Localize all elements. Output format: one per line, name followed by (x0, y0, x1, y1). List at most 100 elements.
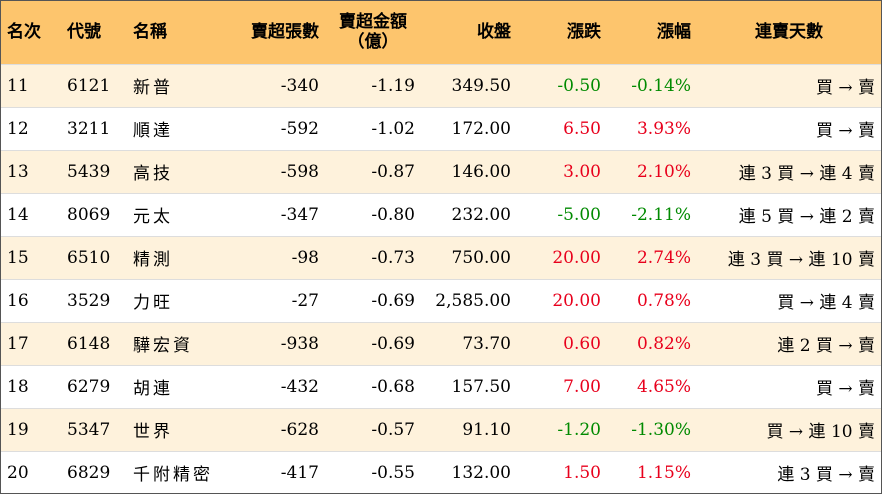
cell-name: 力旺 (127, 278, 217, 322)
cell-name: 千附精密 (127, 450, 217, 493)
cell-name: 元太 (127, 192, 217, 236)
cell-streak: 買 → 賣 (697, 364, 881, 408)
cell-close: 750.00 (421, 235, 517, 279)
cell-name: 驊宏資 (127, 321, 217, 365)
table-row: 17 6148 驊宏資 -938 -0.69 73.70 0.60 0.82% 連 2 買 → … (1, 321, 881, 365)
cell-sell-amount: -0.73 (325, 235, 421, 279)
cell-sell-lots: -417 (217, 450, 325, 493)
header-sell-amount-label: 賣超金額 (339, 12, 407, 33)
cell-close: 91.10 (421, 407, 517, 451)
header-change-pct: 漲幅 (657, 22, 691, 43)
cell-sell-lots: -98 (217, 235, 325, 279)
cell-rank: 12 (1, 106, 61, 150)
cell-close: 2,585.00 (421, 278, 517, 322)
cell-code: 6829 (61, 450, 127, 493)
header-streak: 連賣天數 (755, 22, 823, 43)
cell-change-pct: 4.65% (607, 364, 697, 408)
cell-change: -5.00 (517, 192, 607, 236)
table-row: 12 3211 順達 -592 -1.02 172.00 6.50 3.93% 買 → 賣 (1, 106, 881, 150)
cell-change-pct: 2.74% (607, 235, 697, 279)
cell-name: 高技 (127, 149, 217, 193)
cell-change: 1.50 (517, 450, 607, 493)
cell-close: 157.50 (421, 364, 517, 408)
cell-rank: 14 (1, 192, 61, 236)
header-rank: 名次 (7, 22, 41, 43)
cell-code: 3211 (61, 106, 127, 150)
cell-close: 73.70 (421, 321, 517, 365)
cell-change-pct: 1.15% (607, 450, 697, 493)
cell-sell-amount: -0.69 (325, 321, 421, 365)
cell-change-pct: 0.82% (607, 321, 697, 365)
cell-sell-lots: -27 (217, 278, 325, 322)
header-change: 漲跌 (567, 22, 601, 43)
header-sell-amount: 賣超金額 （億） (325, 1, 421, 64)
table-row: 14 8069 元太 -347 -0.80 232.00 -5.00 -2.11% 連 5 買 … (1, 192, 881, 236)
cell-change: 7.00 (517, 364, 607, 408)
cell-streak: 買 → 連 4 賣 (697, 278, 881, 322)
cell-sell-lots: -347 (217, 192, 325, 236)
cell-code: 6279 (61, 364, 127, 408)
cell-sell-lots: -340 (217, 63, 325, 107)
cell-name: 精測 (127, 235, 217, 279)
cell-rank: 17 (1, 321, 61, 365)
cell-change-pct: -1.30% (607, 407, 697, 451)
table-row: 18 6279 胡連 -432 -0.68 157.50 7.00 4.65% 買 → 賣 (1, 364, 881, 408)
cell-close: 172.00 (421, 106, 517, 150)
cell-streak: 連 5 買 → 連 2 賣 (697, 192, 881, 236)
cell-change: 3.00 (517, 149, 607, 193)
cell-streak: 連 3 買 → 連 4 賣 (697, 149, 881, 193)
cell-code: 6121 (61, 63, 127, 107)
cell-change: -1.20 (517, 407, 607, 451)
cell-close: 232.00 (421, 192, 517, 236)
cell-sell-amount: -0.69 (325, 278, 421, 322)
table-header-row: 名次 代號 名稱 賣超張數 賣超金額 （億） 收盤 漲跌 漲幅 連賣天數 (1, 1, 881, 64)
cell-rank: 16 (1, 278, 61, 322)
table-row: 20 6829 千附精密 -417 -0.55 132.00 1.50 1.15% 連 3 買 … (1, 450, 881, 493)
header-sell-amount-unit: （億） (347, 32, 399, 53)
cell-streak: 買 → 連 10 賣 (697, 407, 881, 451)
cell-change: -0.50 (517, 63, 607, 107)
cell-rank: 19 (1, 407, 61, 451)
cell-streak: 連 3 買 → 連 10 賣 (697, 235, 881, 279)
cell-rank: 18 (1, 364, 61, 408)
cell-streak: 連 2 買 → 賣 (697, 321, 881, 365)
cell-rank: 15 (1, 235, 61, 279)
cell-rank: 13 (1, 149, 61, 193)
cell-streak: 買 → 賣 (697, 106, 881, 150)
cell-sell-lots: -628 (217, 407, 325, 451)
cell-code: 8069 (61, 192, 127, 236)
cell-close: 349.50 (421, 63, 517, 107)
cell-sell-lots: -938 (217, 321, 325, 365)
header-sell-lots: 賣超張數 (251, 22, 319, 43)
cell-sell-amount: -1.19 (325, 63, 421, 107)
cell-sell-lots: -432 (217, 364, 325, 408)
table-row: 13 5439 高技 -598 -0.87 146.00 3.00 2.10% 連 3 買 → … (1, 149, 881, 193)
cell-change: 20.00 (517, 278, 607, 322)
header-close: 收盤 (477, 22, 511, 43)
cell-code: 6510 (61, 235, 127, 279)
cell-change: 6.50 (517, 106, 607, 150)
cell-change: 20.00 (517, 235, 607, 279)
cell-streak: 買 → 賣 (697, 63, 881, 107)
header-name: 名稱 (133, 22, 167, 43)
cell-sell-amount: -0.80 (325, 192, 421, 236)
table-row: 11 6121 新普 -340 -1.19 349.50 -0.50 -0.14% 買 → 賣 (1, 63, 881, 107)
table-row: 15 6510 精測 -98 -0.73 750.00 20.00 2.74% 連 3 買 → … (1, 235, 881, 279)
cell-sell-lots: -598 (217, 149, 325, 193)
cell-code: 5347 (61, 407, 127, 451)
cell-name: 新普 (127, 63, 217, 107)
table-row: 19 5347 世界 -628 -0.57 91.10 -1.20 -1.30% 買 → 連 1… (1, 407, 881, 451)
cell-change-pct: 0.78% (607, 278, 697, 322)
cell-name: 胡連 (127, 364, 217, 408)
cell-streak: 連 3 買 → 賣 (697, 450, 881, 493)
cell-sell-lots: -592 (217, 106, 325, 150)
cell-name: 順達 (127, 106, 217, 150)
cell-name: 世界 (127, 407, 217, 451)
cell-change: 0.60 (517, 321, 607, 365)
cell-code: 6148 (61, 321, 127, 365)
cell-change-pct: 2.10% (607, 149, 697, 193)
table-row: 16 3529 力旺 -27 -0.69 2,585.00 20.00 0.78% 買 → 連 … (1, 278, 881, 322)
